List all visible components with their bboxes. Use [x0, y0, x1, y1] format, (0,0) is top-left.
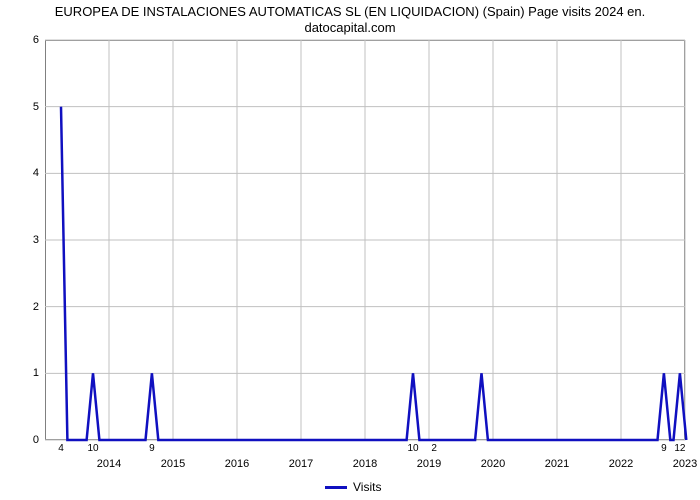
- legend-swatch: [325, 486, 347, 489]
- legend-label: Visits: [353, 480, 381, 494]
- chart-container: EUROPEA DE INSTALACIONES AUTOMATICAS SL …: [0, 0, 700, 500]
- data-line: [0, 0, 700, 500]
- legend: Visits: [325, 480, 381, 494]
